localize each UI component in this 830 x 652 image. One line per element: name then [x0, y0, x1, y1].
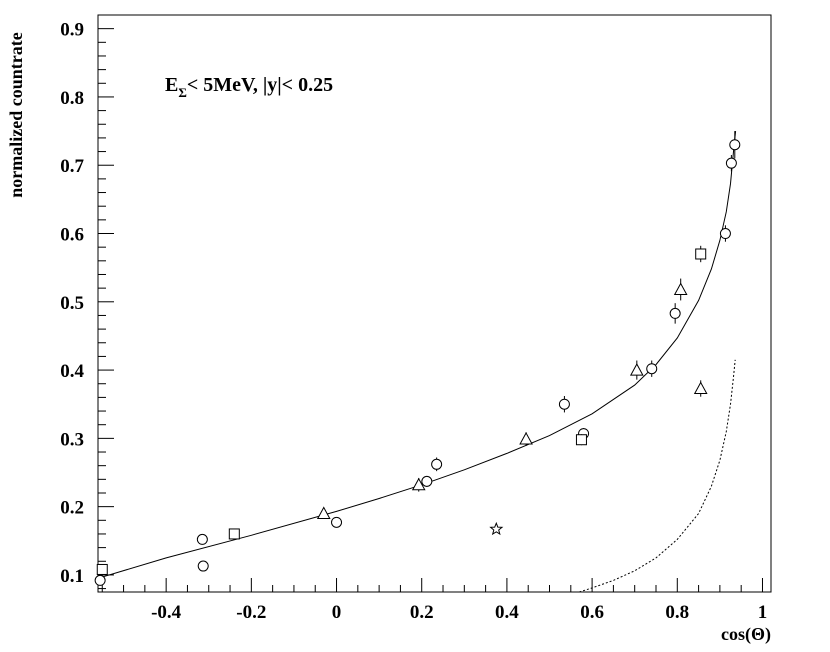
- x-tick-label: 0.4: [495, 602, 519, 623]
- circle-marker: [669, 307, 681, 319]
- x-tick-label: 0.6: [580, 602, 604, 623]
- triangle-marker: [629, 363, 644, 376]
- x-tick-label: -0.4: [151, 602, 182, 623]
- y-tick-label: 0.2: [60, 498, 84, 519]
- square-marker: [695, 248, 707, 260]
- y-tick-label: 0.6: [60, 225, 84, 246]
- circle-marker: [646, 363, 658, 375]
- annotation-energy-symbol: E: [165, 74, 178, 96]
- x-tick-label: 0.8: [665, 602, 689, 623]
- triangle-marker: [316, 506, 331, 519]
- circle-marker: [719, 228, 731, 240]
- selection-annotation: EΣ< 5MeV, |y|< 0.25: [165, 74, 333, 100]
- triangle-marker: [519, 431, 533, 445]
- circle-marker: [197, 560, 209, 572]
- circle-marker: [431, 458, 443, 470]
- star-marker: [489, 521, 504, 536]
- plot-frame: [97, 14, 772, 593]
- y-axis-ticks: 0.1 0.2 0.3 0.4 0.5 0.6 0.7 0.8 0.9: [60, 20, 114, 590]
- y-tick-label: 0.8: [60, 88, 84, 109]
- circle-marker: [196, 533, 208, 545]
- x-axis-label: cos(Θ): [721, 624, 771, 645]
- x-tick-label: -0.2: [236, 602, 266, 623]
- square-marker: [575, 434, 587, 446]
- y-tick-label: 0.4: [60, 361, 84, 382]
- triangle-marker: [693, 381, 708, 395]
- triangle-marker: [673, 282, 688, 296]
- fit-curve: [97, 131, 737, 579]
- x-tick-label: 0.2: [410, 602, 434, 623]
- square-marker: [96, 563, 108, 575]
- circle-marker: [94, 574, 106, 586]
- x-tick-label: 1: [758, 602, 768, 623]
- x-axis-ticks: -0.4 -0.2 0 0.2 0.4 0.6 0.8 1: [101, 578, 768, 623]
- y-axis-label: normalized countrate: [6, 32, 26, 197]
- plot-border: [97, 14, 772, 593]
- y-tick-label: 0.7: [60, 156, 84, 177]
- circle-marker: [729, 139, 741, 151]
- triangle-marker: [411, 477, 426, 491]
- y-tick-label: 0.9: [60, 20, 84, 41]
- circle-marker: [331, 516, 343, 528]
- data-points: [94, 131, 741, 586]
- fit-curves: [97, 131, 737, 593]
- dotted-curve: [579, 359, 736, 593]
- circle-marker: [421, 475, 433, 487]
- square-marker: [228, 528, 240, 540]
- x-tick-label: 0: [332, 602, 342, 623]
- annotation-subscript: Σ: [178, 85, 187, 100]
- circle-marker: [725, 157, 737, 169]
- y-tick-label: 0.5: [60, 293, 84, 314]
- y-tick-label: 0.1: [60, 566, 84, 587]
- y-tick-label: 0.3: [60, 429, 84, 450]
- circle-marker: [558, 398, 570, 410]
- annotation-cut-text: < 5MeV, |y|< 0.25: [187, 74, 333, 96]
